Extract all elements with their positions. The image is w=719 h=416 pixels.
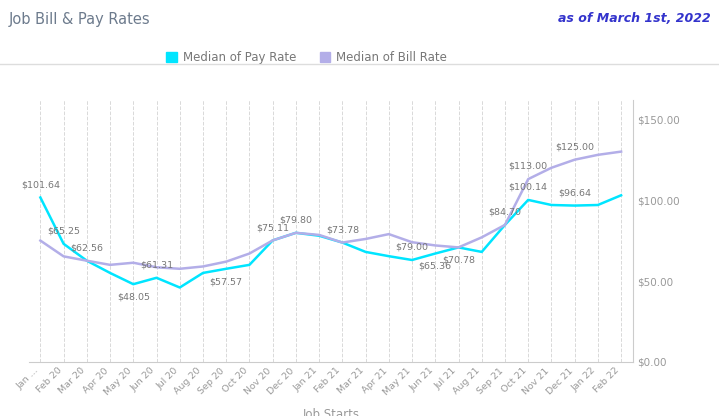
Text: $75.11: $75.11 bbox=[256, 223, 289, 232]
Text: $113.00: $113.00 bbox=[508, 162, 548, 171]
X-axis label: Job Starts: Job Starts bbox=[302, 408, 360, 416]
Text: $100.14: $100.14 bbox=[508, 183, 548, 192]
Legend: Median of Pay Rate, Median of Bill Rate: Median of Pay Rate, Median of Bill Rate bbox=[166, 51, 447, 64]
Text: Job Bill & Pay Rates: Job Bill & Pay Rates bbox=[9, 12, 150, 27]
Text: $79.80: $79.80 bbox=[280, 215, 312, 225]
Text: $57.57: $57.57 bbox=[210, 277, 243, 286]
Text: $62.56: $62.56 bbox=[70, 243, 104, 253]
Text: $96.64: $96.64 bbox=[558, 188, 591, 197]
Text: $84.70: $84.70 bbox=[488, 208, 521, 217]
Text: $65.25: $65.25 bbox=[47, 226, 80, 235]
Text: $65.36: $65.36 bbox=[418, 262, 452, 271]
Text: $101.64: $101.64 bbox=[21, 180, 60, 189]
Text: $48.05: $48.05 bbox=[116, 292, 150, 302]
Text: $79.00: $79.00 bbox=[395, 243, 429, 252]
Text: $73.78: $73.78 bbox=[326, 225, 359, 234]
Text: $125.00: $125.00 bbox=[555, 142, 594, 151]
Text: as of March 1st, 2022: as of March 1st, 2022 bbox=[558, 12, 710, 25]
Text: $61.31: $61.31 bbox=[140, 260, 173, 270]
Text: $70.78: $70.78 bbox=[442, 256, 475, 265]
